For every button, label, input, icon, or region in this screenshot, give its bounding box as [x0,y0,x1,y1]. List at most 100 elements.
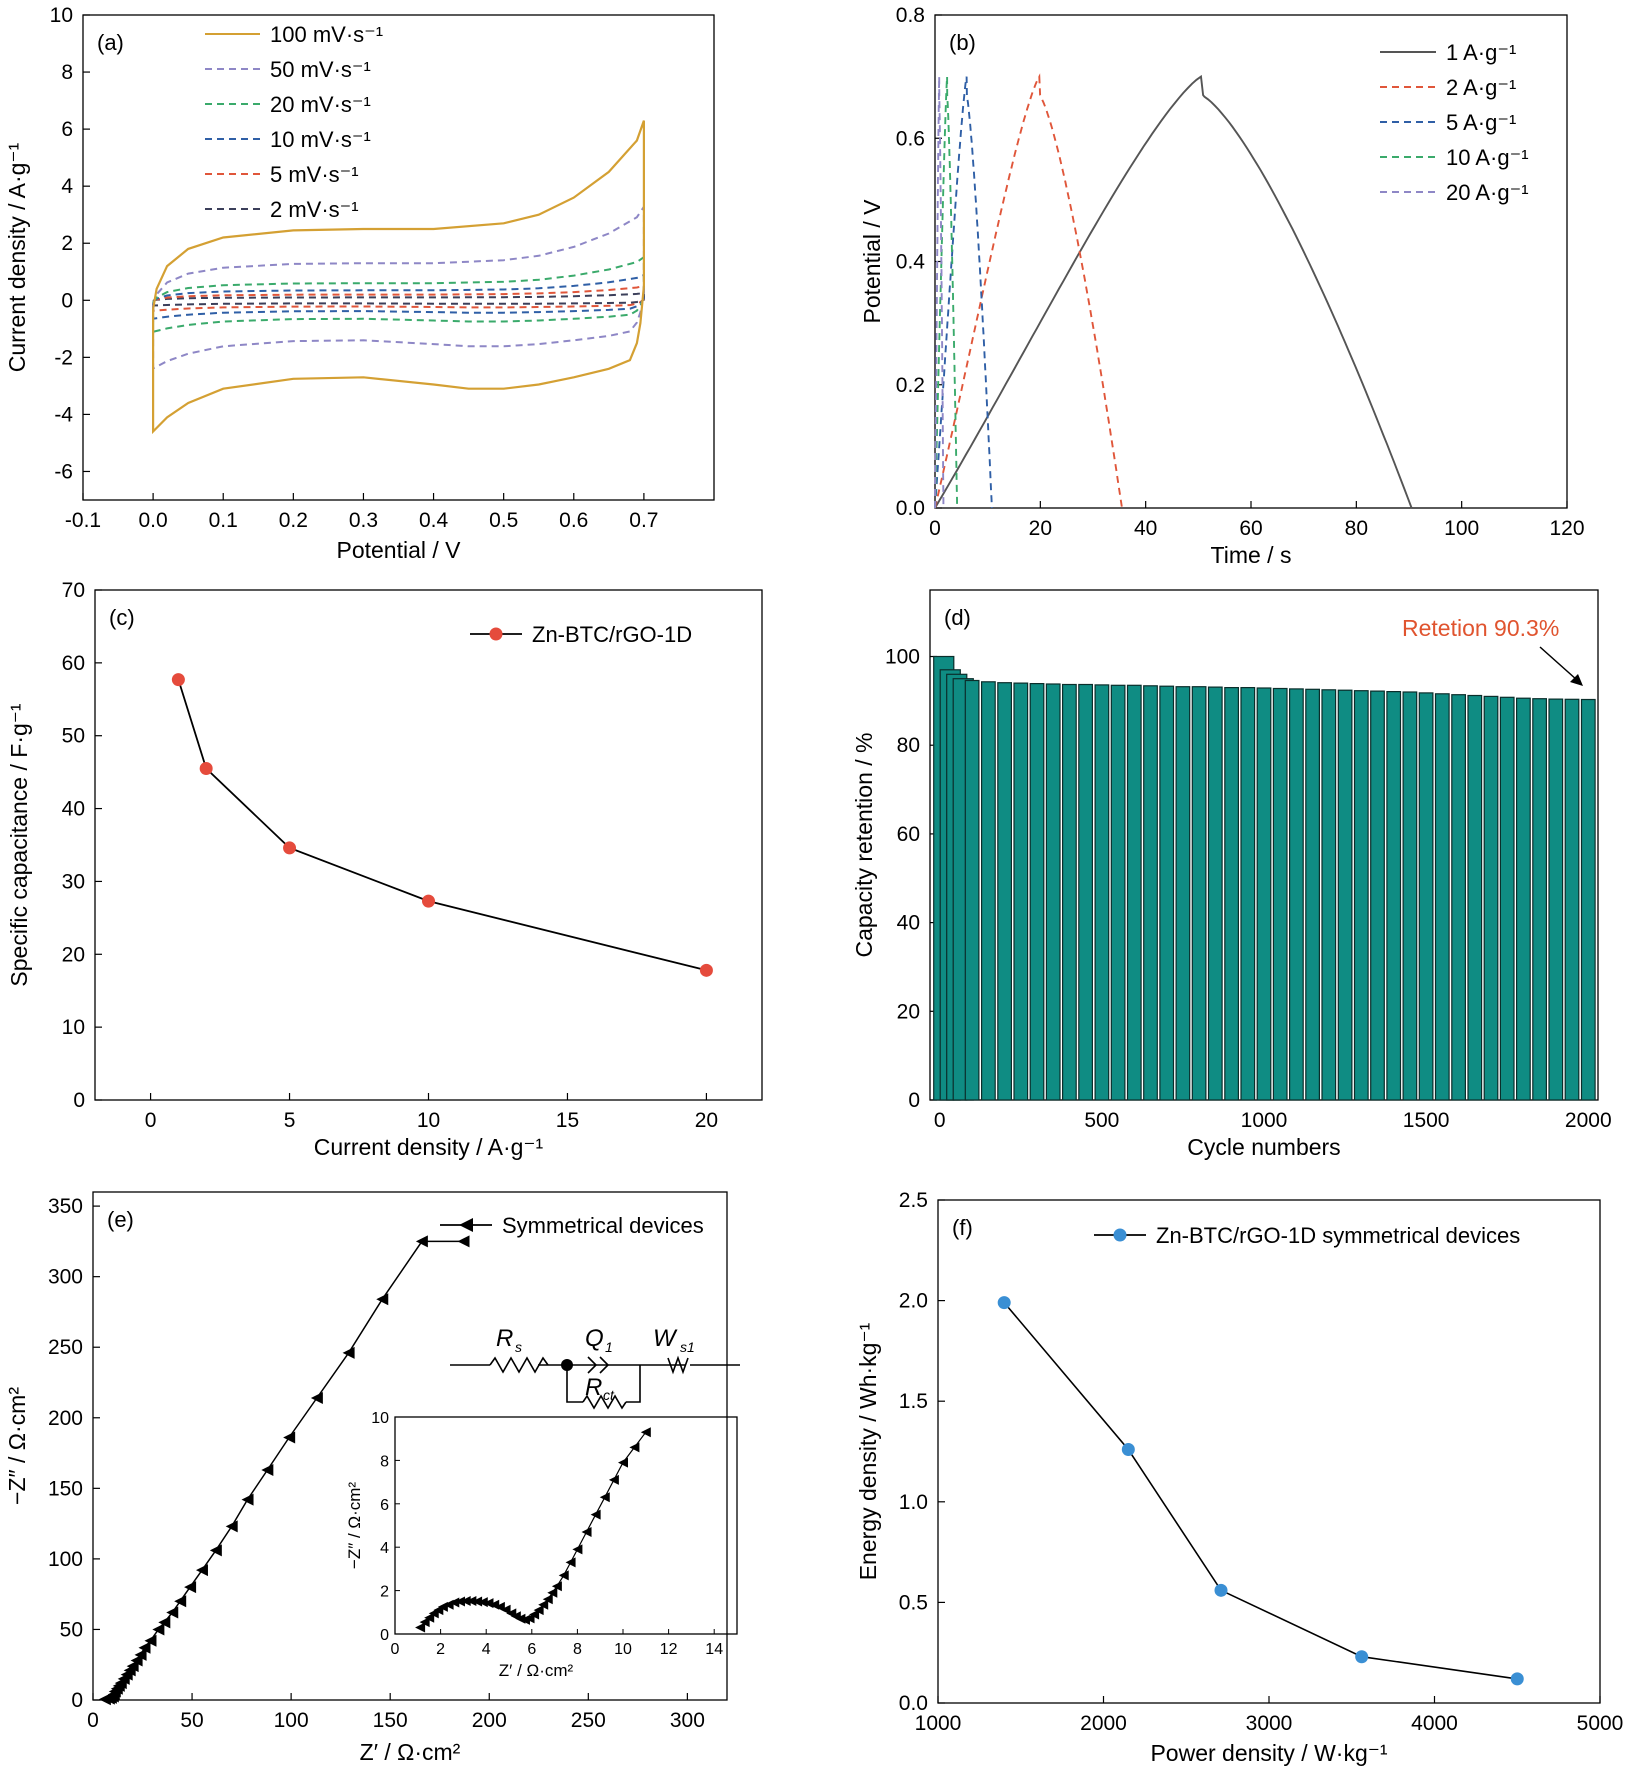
data-point [283,841,297,855]
circuit-label: ct [603,1387,615,1403]
y-tick-label: 10 [50,4,73,27]
data-point [171,673,185,687]
inset-data-point [551,1581,562,1592]
inset-x-tick-label: 2 [436,1641,445,1658]
data-point [166,1606,179,1619]
x-tick-label: 60 [1239,517,1262,540]
legend-label: 1 A·g⁻¹ [1446,40,1516,65]
inset-y-tick-label: 8 [380,1453,389,1470]
inset-x-tick-label: 6 [527,1641,536,1658]
panel-label: (e) [107,1207,134,1232]
x-tick-label: 500 [1084,1109,1119,1132]
y-tick-label: 0.0 [899,1692,928,1715]
y-tick-label: 6 [61,118,73,141]
inset-x-axis-title: Z′ / Ω·cm² [499,1661,574,1680]
x-axis-title: Cycle numbers [1187,1134,1340,1160]
bar [1515,697,1531,1101]
series-line-1 [934,73,1123,509]
series-line-0 [152,120,645,435]
x-tick-label: 0.0 [139,509,168,532]
y-tick-label: 1.5 [899,1390,928,1413]
inset-y-tick-label: 2 [380,1584,389,1601]
y-tick-label: 1.0 [899,1491,928,1514]
bar [1434,693,1450,1101]
data-point [134,1648,147,1661]
y-tick-label: 0 [71,1689,83,1712]
y-tick-label: 100 [48,1548,83,1571]
x-tick-label: 0 [145,1109,157,1132]
y-tick-label: 60 [897,823,920,846]
data-point [1214,1583,1228,1597]
bar [1013,682,1029,1101]
inset-x-tick-label: 0 [391,1641,400,1658]
data-point [699,963,713,977]
inset-data-point [454,1596,465,1607]
bar [1402,691,1418,1101]
series-line [1003,1302,1518,1680]
inset-data-point [608,1474,619,1485]
bar [1532,698,1548,1101]
legend-label: 20 A·g⁻¹ [1446,180,1529,205]
inset-data-point [547,1587,558,1598]
x-tick-label: 100 [1444,517,1479,540]
data-point [261,1463,274,1476]
y-tick-label: 80 [897,734,920,757]
x-tick-label: 20 [695,1109,718,1132]
legend-label: 2 A·g⁻¹ [1446,75,1516,100]
resistor-rct [582,1394,627,1410]
y-tick-label: -2 [54,346,73,369]
inset-data-point [449,1597,460,1608]
y-tick-label: 0.4 [896,251,926,274]
bar [1094,684,1110,1101]
series-line-0 [934,74,1413,509]
series-line-2 [152,255,645,334]
data-point [209,1544,222,1557]
inset-data-point [618,1457,628,1468]
data-point [241,1493,254,1506]
bar [1175,686,1191,1101]
inset-data-point [460,1596,471,1607]
circuit-label: 1 [605,1339,613,1355]
inset-data-point [472,1596,483,1607]
bar [1580,698,1596,1101]
x-tick-label: 5000 [1577,1712,1624,1735]
y-axis-title: Potential / V [859,199,885,324]
inset-x-tick-label: 8 [573,1641,582,1658]
legend-label: Zn-BTC/rGO-1D [532,622,692,647]
bar [1321,689,1337,1101]
y-tick-label: 0 [61,289,73,312]
data-point [342,1346,355,1359]
cpe-q1 [587,1356,610,1374]
circuit-wire [566,1365,583,1403]
data-point [184,1581,197,1594]
x-tick-label: 0.7 [629,509,658,532]
inset-data-point [477,1597,488,1608]
inset-data-point [581,1527,592,1538]
y-tick-label: 0.2 [896,374,925,397]
data-point [138,1641,151,1654]
bar [1353,690,1369,1101]
y-tick-label: 40 [897,912,920,935]
bar [1207,686,1223,1101]
x-tick-label: 250 [571,1709,606,1732]
y-tick-label: 20 [897,1000,920,1023]
data-point [1510,1672,1524,1686]
y-tick-label: 50 [60,1618,83,1641]
x-tick-label: 200 [472,1709,507,1732]
circuit-label: s [515,1339,522,1355]
y-tick-label: 4 [61,175,73,198]
bar [1191,686,1207,1101]
y-tick-label: 200 [48,1407,83,1430]
y-tick-label: 0.8 [896,4,925,27]
bar [1110,684,1126,1101]
inset-data-point [466,1596,477,1607]
inset-data-point [565,1557,576,1568]
bar [1467,694,1483,1101]
bar [1337,689,1353,1101]
data-point [126,1660,139,1673]
annotation-arrow-head [1570,674,1583,686]
x-tick-label: 1500 [1403,1109,1450,1132]
x-tick-label: 0.4 [419,509,449,532]
y-axis-title: Current density / A·g⁻¹ [4,142,30,372]
panel-label: (a) [97,30,124,55]
